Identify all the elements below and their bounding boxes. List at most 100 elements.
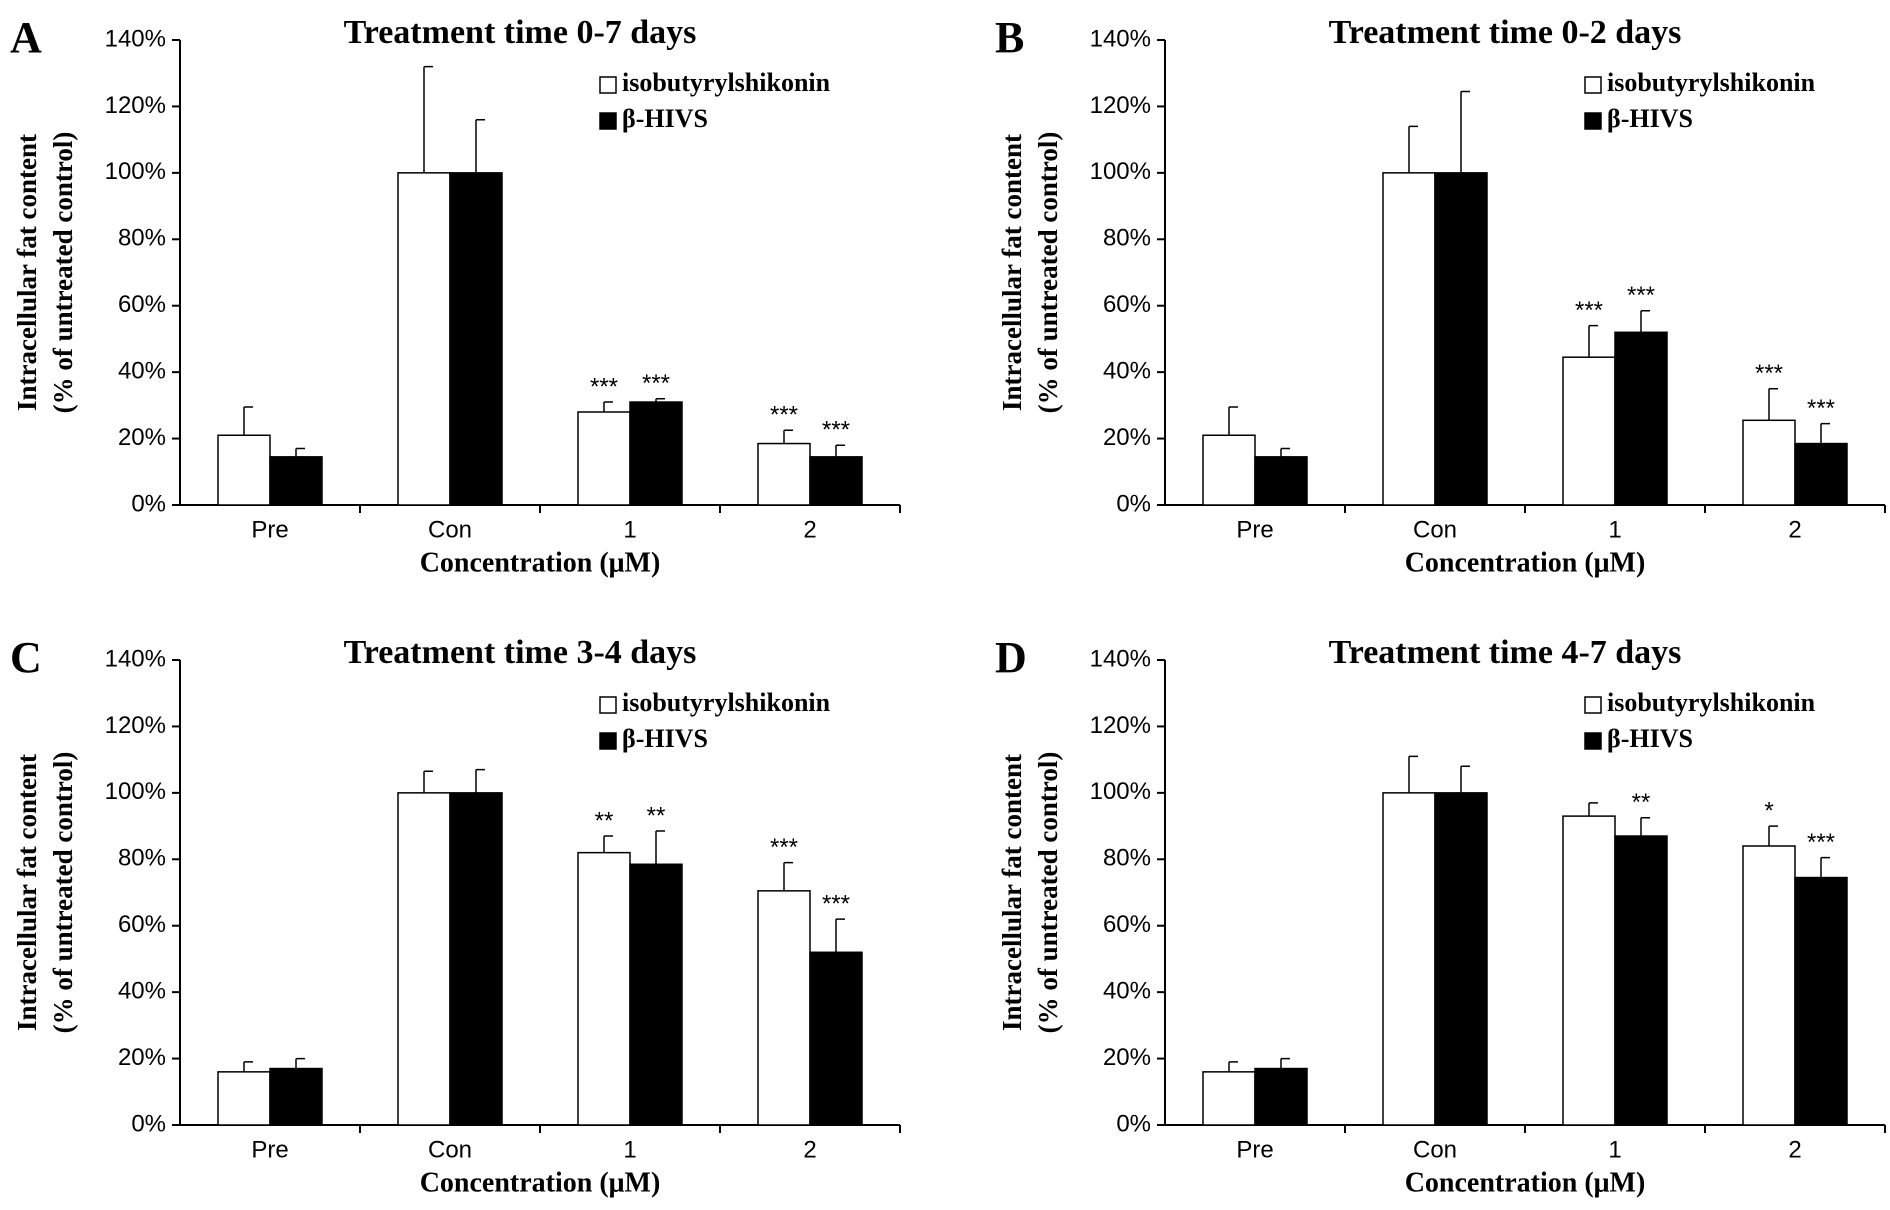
x-tick-label: Con: [428, 516, 472, 543]
error-bar: [1820, 856, 1830, 878]
x-tick-label: Pre: [1236, 1136, 1273, 1163]
bar: [1254, 456, 1308, 506]
x-tick-label: 2: [1788, 516, 1801, 543]
error-bar: [603, 401, 613, 412]
y-axis-label: (% of untreated control): [48, 132, 78, 414]
error-bar: [1768, 825, 1778, 846]
legend-label: isobutyrylshikonin: [1607, 68, 1816, 97]
x-tick-label: Con: [428, 1136, 472, 1163]
y-tick-label: 100%: [105, 778, 166, 805]
x-axis-label: Concentration (μM): [420, 547, 661, 578]
error-bar: [1228, 1061, 1238, 1072]
error-bar: [1640, 817, 1650, 837]
panel-label: C: [10, 633, 42, 682]
y-tick-label: 100%: [1090, 158, 1151, 185]
bar: [629, 863, 683, 1126]
bar: [1742, 419, 1796, 506]
x-tick-label: 1: [623, 1136, 636, 1163]
y-tick-label: 140%: [105, 25, 166, 52]
y-tick-label: 140%: [105, 645, 166, 672]
y-tick-label: 20%: [1103, 1044, 1151, 1071]
y-tick-label: 40%: [118, 977, 166, 1004]
bar: [217, 1071, 271, 1126]
panel-label: A: [10, 13, 42, 62]
y-axis-label: Intracellular fat content: [12, 754, 42, 1031]
y-tick-label: 100%: [1090, 778, 1151, 805]
bar: [809, 456, 863, 506]
bar: [1562, 356, 1616, 506]
bar: [757, 442, 811, 506]
error-bar: [1588, 802, 1598, 817]
legend-label: isobutyrylshikonin: [622, 688, 831, 717]
bar: [269, 1067, 323, 1126]
chart-title: Treatment time 0-7 days: [344, 14, 697, 51]
x-tick-label: 2: [803, 1136, 816, 1163]
x-tick-label: Con: [1413, 516, 1457, 543]
y-tick-label: 20%: [118, 424, 166, 451]
error-bar: [655, 397, 665, 403]
legend-label: β-HIVS: [1607, 104, 1693, 133]
y-tick-label: 80%: [118, 845, 166, 872]
x-axis-label: Concentration (μM): [1405, 1167, 1646, 1198]
y-tick-label: 60%: [1103, 911, 1151, 938]
error-bar: [295, 1057, 305, 1069]
error-bar: [1820, 422, 1830, 444]
bar: [1614, 835, 1668, 1126]
error-bar: [783, 861, 793, 891]
bar: [629, 401, 683, 506]
legend-label: isobutyrylshikonin: [622, 68, 831, 97]
legend-swatch: [599, 732, 617, 750]
y-tick-label: 140%: [1090, 25, 1151, 52]
bar: [577, 411, 631, 506]
legend-label: β-HIVS: [622, 724, 708, 753]
error-bar: [1768, 388, 1778, 421]
significance: ***: [822, 417, 850, 444]
significance: ***: [770, 834, 798, 861]
y-tick-label: 0%: [131, 490, 166, 517]
x-tick-label: Pre: [251, 1136, 288, 1163]
legend-swatch: [1584, 732, 1602, 750]
y-tick-label: 60%: [118, 911, 166, 938]
y-tick-label: 80%: [1103, 225, 1151, 252]
y-tick-label: 140%: [1090, 645, 1151, 672]
y-axis-label: (% of untreated control): [1033, 752, 1063, 1034]
y-tick-label: 60%: [118, 291, 166, 318]
error-bar: [603, 835, 613, 853]
significance: ***: [1575, 297, 1603, 324]
y-tick-label: 120%: [1090, 92, 1151, 119]
y-axis-label: Intracellular fat content: [997, 134, 1027, 411]
significance: **: [647, 802, 666, 829]
error-bar: [1280, 447, 1290, 457]
y-axis-label: Intracellular fat content: [997, 754, 1027, 1031]
error-bar: [423, 65, 433, 173]
significance: ***: [1807, 395, 1835, 422]
error-bar: [243, 406, 253, 436]
bar: [1382, 172, 1436, 506]
error-bar: [1640, 309, 1650, 333]
significance: ***: [1755, 360, 1783, 387]
significance: *: [1764, 797, 1773, 824]
y-axis-label: Intracellular fat content: [12, 134, 42, 411]
error-bar: [1460, 765, 1470, 793]
error-bar: [423, 770, 433, 793]
error-bar: [1460, 90, 1470, 173]
bar: [269, 456, 323, 506]
y-tick-label: 100%: [105, 158, 166, 185]
significance: **: [1632, 789, 1651, 816]
x-axis-label: Concentration (μM): [420, 1167, 661, 1198]
bar: [1254, 1067, 1308, 1126]
legend-swatch: [1584, 76, 1602, 94]
bar: [757, 890, 811, 1126]
x-tick-label: 1: [623, 516, 636, 543]
significance: **: [595, 807, 614, 834]
error-bar: [783, 429, 793, 444]
y-tick-label: 0%: [1116, 1110, 1151, 1137]
bar: [1614, 331, 1668, 506]
x-tick-label: 2: [803, 516, 816, 543]
legend-swatch: [1584, 112, 1602, 130]
error-bar: [295, 447, 305, 457]
significance: ***: [642, 370, 670, 397]
y-tick-label: 0%: [1116, 490, 1151, 517]
y-tick-label: 20%: [118, 1044, 166, 1071]
